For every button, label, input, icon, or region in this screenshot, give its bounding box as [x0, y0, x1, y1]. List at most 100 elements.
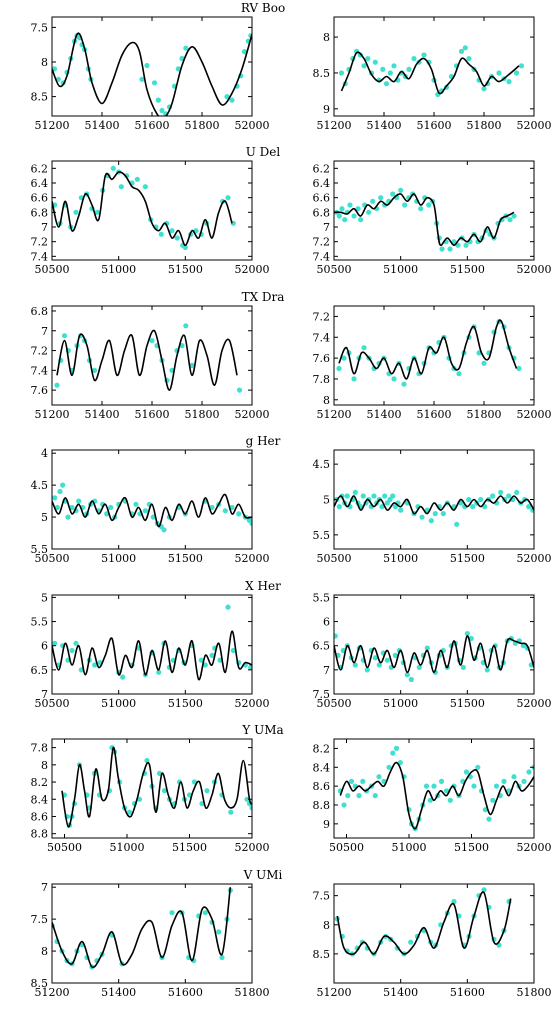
data-point — [398, 187, 404, 193]
x-tick-label: 51500 — [168, 552, 203, 565]
x-tick-label: 52000 — [517, 697, 551, 710]
panel-right: 51200 51400 51600 51800 52000 7.2 7.4 7.6 7.8 8 — [313, 305, 551, 421]
plot-frame — [51, 594, 253, 695]
data-point — [341, 802, 347, 808]
data-point — [120, 674, 126, 680]
y-tick-label: 6.2 — [31, 162, 49, 175]
plot-frame — [333, 883, 535, 984]
data-point — [161, 527, 167, 533]
data-point — [451, 239, 457, 245]
plot-frame — [333, 305, 535, 406]
y-tick-label: 8.4 — [313, 761, 331, 774]
data-point — [391, 63, 397, 69]
data-point — [520, 643, 526, 649]
y-tick-label: 6.6 — [31, 192, 49, 205]
data-point — [142, 508, 148, 514]
data-point — [521, 778, 527, 785]
data-point — [447, 797, 453, 803]
y-tick-label: 8.6 — [31, 810, 49, 823]
data-point — [159, 107, 165, 114]
model-curve — [52, 32, 252, 116]
model-curve — [340, 51, 520, 95]
x-tick-label: 50500 — [329, 841, 364, 854]
data-point — [136, 796, 143, 802]
data-point — [338, 70, 345, 76]
x-tick-label: 51200 — [35, 119, 70, 132]
x-tick-label: 51500 — [450, 263, 485, 276]
data-point — [356, 793, 362, 799]
y-tick-label: 7 — [41, 325, 48, 338]
x-tick-label: 52000 — [517, 841, 551, 854]
star-title: U Del — [246, 145, 281, 159]
data-point — [336, 365, 342, 372]
data-point — [506, 79, 512, 85]
star-title: Y UMa — [241, 723, 283, 737]
plot-frame — [333, 594, 535, 695]
y-tick-label: 6 — [41, 640, 48, 653]
data-point — [69, 647, 75, 654]
data-points — [337, 745, 534, 832]
data-point — [139, 76, 145, 82]
data-point — [470, 504, 476, 510]
plot-frame — [51, 160, 253, 261]
data-point — [384, 500, 390, 506]
x-tick-label: 51500 — [168, 263, 203, 276]
y-tick-label: 5 — [41, 591, 48, 604]
data-point — [142, 184, 148, 190]
panel-right: 51200 51400 51600 51800 52000 8 8.5 9 — [313, 16, 551, 132]
y-tick-label: 7.6 — [313, 352, 331, 365]
data-point — [352, 489, 358, 495]
plot-frame — [51, 738, 253, 839]
panel-left: 51200 51400 51600 51800 52000 7.5 8 8.5 — [31, 16, 270, 132]
data-point — [179, 343, 185, 349]
data-point — [391, 376, 397, 382]
data-point — [366, 209, 372, 215]
data-point — [392, 652, 398, 659]
x-tick-label: 51800 — [185, 119, 220, 132]
y-tick-label: 5.5 — [313, 529, 331, 542]
data-point — [411, 56, 417, 62]
data-point — [358, 217, 364, 223]
y-tick-label: 4 — [41, 447, 48, 460]
data-point — [364, 667, 370, 673]
data-point — [61, 333, 68, 339]
data-point — [526, 504, 532, 510]
x-tick-label: 52000 — [517, 263, 551, 276]
data-point — [236, 387, 243, 393]
data-point — [371, 493, 377, 499]
data-point — [236, 511, 242, 517]
data-points — [334, 489, 534, 527]
data-point — [478, 496, 484, 503]
data-point — [372, 793, 378, 799]
data-point — [54, 504, 60, 511]
data-points — [52, 165, 236, 251]
data-point — [484, 667, 490, 673]
y-tick-label: 5 — [41, 511, 48, 524]
y-tick-label: 7.5 — [31, 21, 49, 34]
x-tick-label: 50500 — [35, 697, 70, 710]
data-points — [61, 745, 252, 828]
data-points — [334, 187, 517, 252]
y-tick-label: 7.8 — [313, 373, 331, 386]
x-tick-label: 51600 — [135, 408, 170, 421]
data-point — [249, 520, 252, 527]
data-point — [490, 493, 496, 499]
data-point — [183, 323, 189, 329]
x-tick-label: 51200 — [35, 408, 70, 421]
data-point — [376, 774, 382, 780]
x-tick-label: 51500 — [172, 841, 207, 854]
model-curve — [61, 746, 252, 828]
model-curve — [336, 891, 512, 956]
x-tick-label: 52000 — [235, 841, 270, 854]
data-point — [401, 381, 407, 387]
data-point — [219, 954, 225, 961]
data-point — [466, 56, 472, 62]
y-tick-label: 8.5 — [313, 67, 331, 80]
data-point — [456, 371, 462, 377]
data-point — [351, 376, 357, 382]
x-tick-label: 51400 — [101, 986, 136, 999]
data-point — [431, 783, 437, 789]
data-point — [372, 59, 378, 65]
x-tick-label: 50500 — [317, 552, 352, 565]
data-point — [348, 778, 355, 785]
